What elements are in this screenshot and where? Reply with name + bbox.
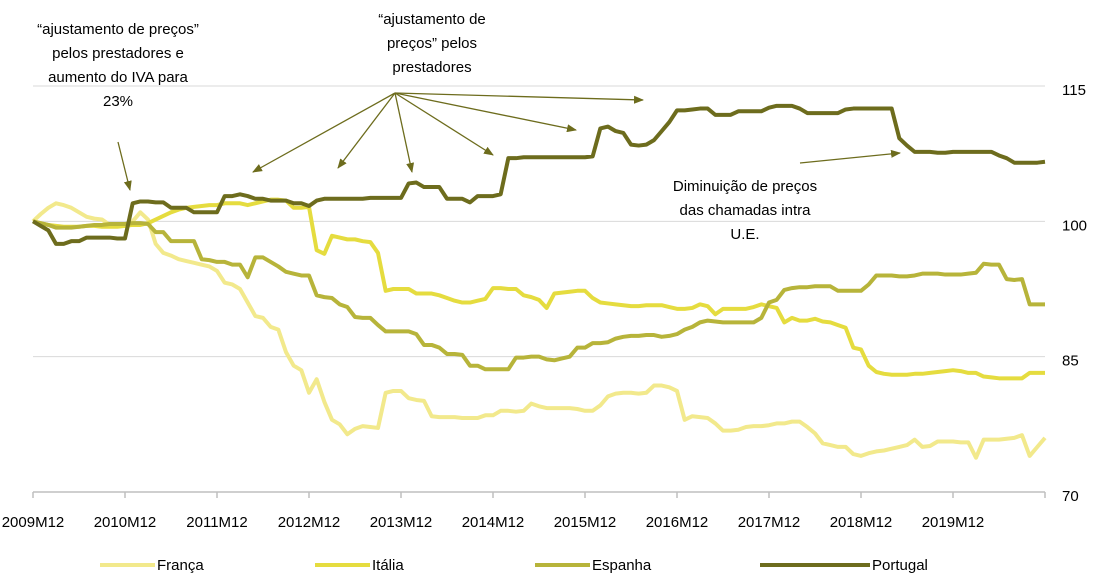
x-tick-label: 2017M12 — [738, 514, 801, 531]
series-line — [32, 197, 1045, 381]
annotation-text: prestadores — [392, 59, 471, 76]
annotation-text: das chamadas intra — [680, 202, 812, 219]
annotation-arrows — [117, 92, 901, 191]
x-tick-label: 2014M12 — [462, 514, 525, 531]
x-tick-label: 2011M12 — [186, 514, 247, 531]
arrow — [337, 92, 396, 169]
annotation-text: “ajustamento de preços” — [37, 21, 199, 38]
annotation-text: 23% — [103, 93, 133, 110]
arrow — [252, 92, 396, 173]
y-tick-label: 115 — [1062, 82, 1086, 99]
x-tick-label: 2019M12 — [922, 514, 985, 531]
annotation-text: pelos prestadores e — [52, 45, 184, 62]
annotation-text: U.E. — [730, 226, 759, 243]
annotation-text: Diminuição de preços — [673, 178, 817, 195]
y-tick-label: 100 — [1062, 217, 1087, 234]
legend-label: França — [157, 557, 204, 574]
x-tick-label: 2009M12 — [2, 514, 65, 531]
arrow — [394, 92, 644, 104]
y-tick-label: 70 — [1062, 488, 1079, 505]
annotation-text: aumento do IVA para — [48, 69, 188, 86]
arrow — [799, 149, 901, 164]
series-line — [31, 103, 1046, 246]
x-tick-label: 2012M12 — [278, 514, 341, 531]
series-line — [31, 201, 1047, 460]
annotation-text: “ajustamento de — [378, 11, 486, 28]
x-tick-label: 2010M12 — [94, 514, 157, 531]
y-tick-label: 85 — [1062, 353, 1079, 370]
arrow — [117, 141, 132, 191]
legend-label: Espanha — [592, 557, 652, 574]
legend-item: Portugal — [760, 557, 928, 574]
legend-label: Portugal — [872, 557, 928, 574]
arrow — [394, 92, 577, 133]
legend-label: Itália — [372, 557, 404, 574]
arrow — [394, 92, 494, 156]
arrow — [394, 92, 415, 173]
x-tick-label: 2018M12 — [830, 514, 893, 531]
x-tick-label: 2016M12 — [646, 514, 709, 531]
x-tick-label: 2015M12 — [554, 514, 617, 531]
legend-item: Itália — [315, 557, 404, 574]
annotation-text: preços” pelos — [387, 35, 477, 52]
legend-item: Espanha — [535, 557, 652, 574]
x-tick-label: 2013M12 — [370, 514, 433, 531]
series-line — [32, 219, 1045, 372]
legend-item: França — [100, 557, 204, 574]
